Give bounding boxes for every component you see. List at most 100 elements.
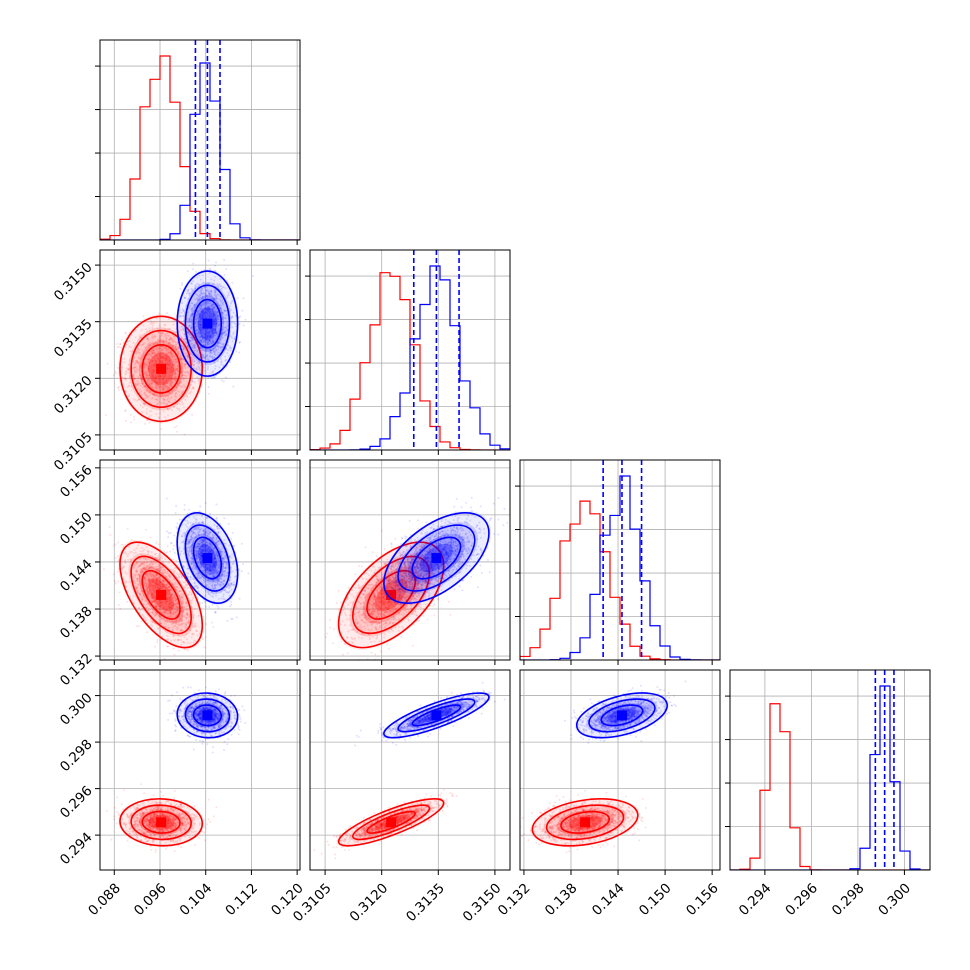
scatter-point	[143, 372, 146, 375]
scatter-point	[162, 378, 165, 381]
scatter-point	[216, 325, 219, 328]
scatter-point	[173, 344, 175, 346]
scatter-point	[217, 315, 220, 318]
scatter-point	[208, 305, 211, 308]
scatter-point	[213, 320, 216, 323]
scatter-point	[160, 356, 163, 359]
scatter-point	[180, 367, 183, 370]
scatter-point	[132, 367, 135, 370]
scatter-point	[171, 370, 174, 373]
scatter-point	[170, 396, 173, 399]
scatter-point	[129, 346, 132, 349]
scatter-point	[167, 395, 170, 398]
scatter-point	[211, 339, 214, 342]
scatter-point	[222, 316, 225, 318]
scatter-point	[212, 370, 215, 373]
scatter-point	[184, 362, 187, 365]
scatter-point	[162, 388, 165, 391]
scatter-point	[188, 392, 190, 395]
scatter-point	[166, 382, 168, 385]
scatter-point	[202, 310, 204, 313]
scatter-point	[144, 362, 147, 365]
scatter-point	[134, 366, 137, 369]
scatter-point	[196, 318, 199, 321]
scatter-point	[162, 352, 165, 355]
scatter-point	[159, 352, 162, 355]
scatter-point	[134, 370, 137, 372]
scatter-point	[184, 348, 187, 351]
scatter-point	[168, 384, 171, 387]
scatter-point	[184, 385, 186, 388]
scatter-point	[212, 298, 215, 301]
scatter-point	[163, 357, 166, 360]
scatter-point	[212, 318, 215, 321]
scatter-point	[204, 348, 207, 351]
scatter-point	[197, 324, 200, 327]
scatter-point	[207, 340, 210, 343]
scatter-point	[193, 345, 196, 348]
scatter-point	[166, 361, 169, 364]
scatter-point	[146, 336, 149, 339]
scatter-point	[171, 340, 173, 343]
scatter-point	[163, 401, 166, 404]
scatter-point	[183, 319, 186, 322]
scatter-point	[147, 367, 150, 370]
scatter-point	[167, 364, 170, 366]
scatter-point	[188, 321, 191, 324]
scatter-point	[177, 346, 180, 349]
scatter-point	[151, 324, 154, 327]
scatter-point	[198, 367, 201, 370]
scatter-point	[210, 372, 213, 374]
scatter-point	[184, 352, 187, 355]
scatter-point	[228, 307, 231, 310]
scatter-point	[231, 618, 234, 620]
scatter-point	[201, 311, 204, 314]
scatter-point	[144, 346, 147, 348]
scatter-point	[212, 317, 215, 319]
scatter-point	[208, 293, 210, 296]
scatter-point	[230, 301, 233, 304]
scatter-point	[175, 348, 178, 350]
scatter-point	[165, 379, 168, 382]
scatter-point	[195, 318, 198, 321]
scatter-point	[169, 531, 172, 534]
scatter-point	[165, 331, 168, 334]
scatter-point	[151, 397, 154, 399]
scatter-point	[153, 357, 156, 360]
scatter-point	[163, 324, 166, 327]
scatter-point	[198, 361, 201, 364]
scatter-point	[201, 316, 204, 319]
density-peak	[156, 589, 167, 600]
scatter-point	[167, 386, 170, 389]
scatter-point	[212, 314, 215, 317]
scatter-point	[156, 350, 159, 353]
scatter-point	[186, 270, 189, 273]
scatter-point	[237, 316, 240, 319]
scatter-point	[180, 369, 183, 372]
scatter-point	[199, 331, 202, 334]
scatter-point	[204, 356, 207, 359]
scatter-point	[210, 305, 213, 307]
scatter-point	[199, 314, 202, 317]
scatter-point	[183, 338, 186, 341]
scatter-point	[158, 362, 160, 365]
scatter-point	[176, 407, 179, 409]
scatter-point	[209, 349, 212, 352]
scatter-point	[214, 329, 217, 332]
scatter-point	[160, 356, 163, 358]
scatter-point	[174, 370, 177, 373]
scatter-point	[192, 358, 195, 361]
scatter-point	[162, 382, 165, 385]
scatter-point	[208, 349, 211, 352]
scatter-point	[121, 366, 124, 369]
scatter-point	[213, 356, 216, 359]
scatter-point	[135, 371, 138, 373]
scatter-point	[215, 324, 217, 326]
scatter-point	[141, 349, 144, 352]
scatter-point	[188, 387, 190, 389]
scatter-point	[200, 349, 203, 352]
scatter-point	[215, 337, 218, 340]
scatter-point	[168, 392, 171, 395]
scatter-point	[214, 331, 217, 334]
scatter-point	[162, 375, 165, 378]
